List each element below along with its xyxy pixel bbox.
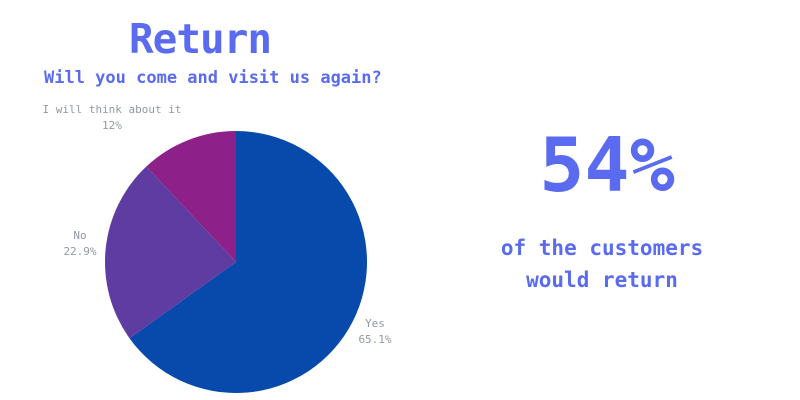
pie-slice-i-will-think-about-it — [146, 131, 236, 262]
pie-label-think-name: I will think about it — [42, 103, 182, 116]
stat-caption-line1: of the customers — [500, 236, 704, 260]
page-title: Return — [129, 15, 272, 63]
pie-label-yes: Yes 65.1% — [358, 316, 391, 348]
pie-chart — [105, 131, 367, 393]
pie-label-no-value: 22.9% — [63, 245, 97, 258]
stat-value: 54% — [539, 121, 675, 209]
pie-slice-no — [105, 166, 236, 339]
chart-subtitle: Will you come and visit us again? — [44, 68, 382, 88]
pie-label-yes-value: 65.1% — [358, 333, 392, 346]
pie-label-think-value: 12% — [102, 119, 122, 132]
pie-label-think: I will think about it 12% — [42, 102, 181, 134]
pie-label-no-name: No — [73, 229, 87, 242]
pie-slice-yes — [129, 131, 367, 393]
stat-caption-line2: would return — [526, 268, 678, 292]
stat-caption: of the customers would return — [501, 232, 703, 296]
pie-label-no: No 22.9% — [63, 228, 96, 260]
pie-label-yes-name: Yes — [365, 317, 385, 330]
